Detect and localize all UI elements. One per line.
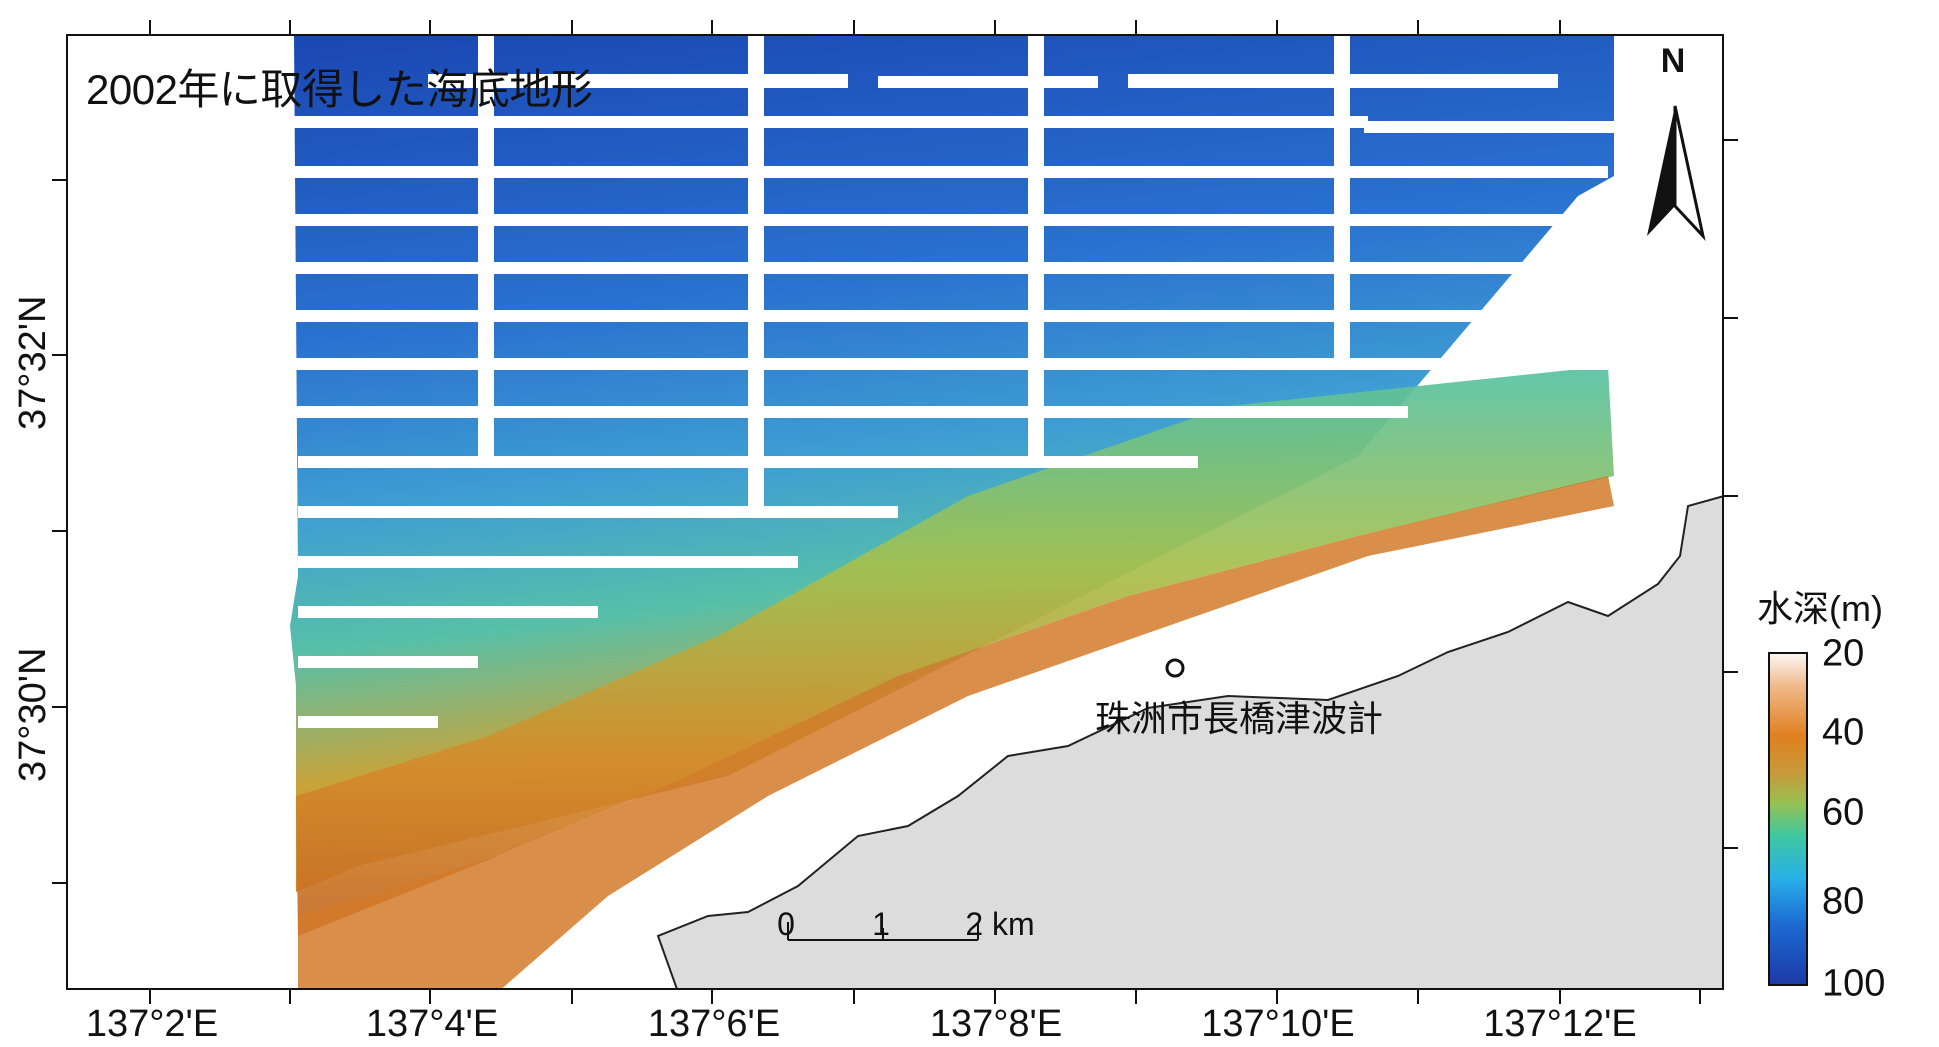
- scale-label: 1: [872, 906, 890, 942]
- scale-bar: [787, 922, 979, 941]
- lon-label: 137°6'E: [647, 1003, 781, 1045]
- colorbar-tick: 40: [1822, 711, 1865, 754]
- colorbar-tick: 100: [1822, 962, 1886, 1005]
- survey-line-gaps: [228, 36, 1614, 728]
- lon-label: 137°2'E: [85, 1003, 219, 1045]
- map-frame: [66, 34, 1724, 990]
- survey-area-shallow: [298, 476, 1614, 988]
- colorbar-tick: 80: [1822, 880, 1865, 923]
- depth-colorbar: [1768, 652, 1808, 986]
- colorbar-tick: 60: [1822, 791, 1865, 834]
- scale-label: 0: [777, 906, 795, 942]
- lon-label: 137°12'E: [1483, 1003, 1637, 1045]
- lat-label: 37°32'N: [12, 295, 54, 430]
- station-marker: [1165, 658, 1185, 678]
- bathymetry-map: [228, 36, 1722, 988]
- land-area: [656, 495, 1722, 988]
- lon-label: 137°4'E: [365, 1003, 499, 1045]
- map-title: 2002年に取得した海底地形: [86, 66, 593, 113]
- colorbar-tick: 20: [1822, 632, 1865, 675]
- survey-area-slope: [296, 366, 1614, 936]
- lon-label: 137°8'E: [929, 1003, 1063, 1045]
- lon-label: 137°10'E: [1201, 1003, 1355, 1045]
- north-label: N: [1660, 42, 1686, 80]
- colorbar-title: 水深(m): [1757, 588, 1883, 629]
- scale-label: 2 km: [965, 906, 1035, 942]
- lat-label: 37°30'N: [12, 647, 54, 782]
- north-arrow-icon: [1647, 105, 1706, 241]
- station-label: 珠洲市長橋津波計: [1095, 698, 1384, 739]
